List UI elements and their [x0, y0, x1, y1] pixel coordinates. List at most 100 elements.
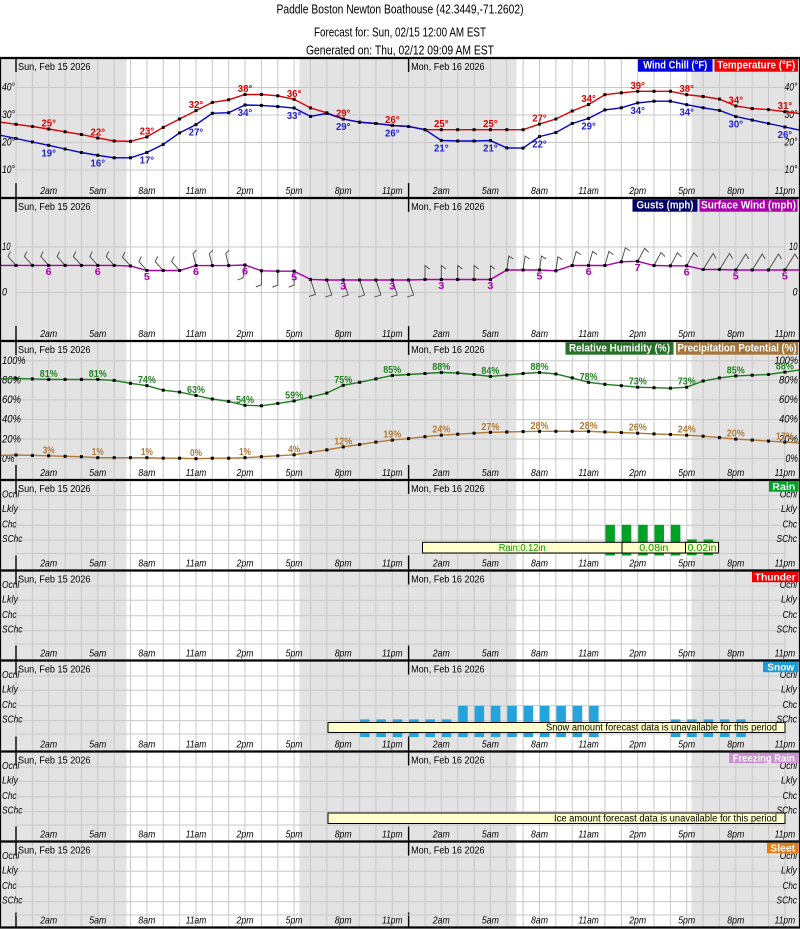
- svg-text:6: 6: [684, 266, 690, 278]
- svg-text:17%: 17%: [776, 431, 795, 443]
- svg-text:40%: 40%: [779, 414, 798, 426]
- svg-text:11am: 11am: [578, 558, 599, 570]
- svg-text:100%: 100%: [2, 355, 26, 367]
- svg-text:2pm: 2pm: [628, 185, 646, 197]
- svg-text:80%: 80%: [779, 375, 798, 387]
- svg-text:SChc: SChc: [2, 806, 23, 817]
- svg-text:21°: 21°: [434, 142, 449, 154]
- svg-text:Thunder: Thunder: [755, 573, 796, 584]
- svg-text:0: 0: [2, 287, 8, 299]
- svg-text:5pm: 5pm: [286, 648, 303, 660]
- svg-text:Rain:0.12in: Rain:0.12in: [499, 543, 546, 554]
- svg-text:SChc: SChc: [777, 534, 798, 545]
- svg-text:26°: 26°: [385, 114, 400, 126]
- svg-text:88%: 88%: [776, 361, 795, 373]
- svg-text:2am: 2am: [39, 328, 57, 340]
- svg-text:5am: 5am: [89, 328, 106, 340]
- svg-text:8pm: 8pm: [727, 739, 744, 751]
- svg-text:Ocnl: Ocnl: [780, 490, 798, 501]
- svg-text:11pm: 11pm: [775, 829, 796, 841]
- svg-text:8am: 8am: [531, 829, 548, 841]
- svg-text:19%: 19%: [383, 429, 402, 441]
- svg-text:25°: 25°: [483, 118, 498, 130]
- svg-text:Lkly: Lkly: [2, 684, 19, 695]
- svg-text:8am: 8am: [138, 915, 155, 927]
- svg-text:1%: 1%: [92, 446, 105, 458]
- svg-text:32°: 32°: [189, 99, 204, 111]
- svg-text:Sun, Feb 15 2026: Sun, Feb 15 2026: [18, 345, 91, 356]
- svg-text:8pm: 8pm: [335, 829, 352, 841]
- svg-text:31°: 31°: [778, 100, 793, 112]
- svg-text:8am: 8am: [531, 739, 548, 751]
- svg-text:1%: 1%: [239, 446, 252, 458]
- svg-text:11pm: 11pm: [382, 829, 403, 841]
- svg-text:Sun, Feb 15 2026: Sun, Feb 15 2026: [18, 756, 91, 767]
- svg-text:11am: 11am: [186, 648, 207, 660]
- svg-text:88%: 88%: [432, 361, 451, 373]
- svg-text:23°: 23°: [140, 125, 155, 137]
- svg-text:Mon, Feb 16 2026: Mon, Feb 16 2026: [411, 846, 485, 857]
- svg-text:2pm: 2pm: [236, 915, 254, 927]
- svg-text:Wind Chill (°F): Wind Chill (°F): [643, 60, 707, 72]
- svg-text:2am: 2am: [39, 829, 57, 841]
- svg-text:11pm: 11pm: [775, 739, 796, 751]
- svg-text:Lkly: Lkly: [2, 775, 19, 786]
- svg-text:25°: 25°: [434, 118, 449, 130]
- svg-text:5: 5: [782, 271, 788, 283]
- svg-text:Lkly: Lkly: [2, 504, 19, 515]
- svg-text:8am: 8am: [138, 558, 155, 570]
- svg-text:10: 10: [2, 241, 11, 253]
- svg-text:27%: 27%: [481, 421, 500, 433]
- svg-text:Chc: Chc: [783, 881, 798, 892]
- svg-text:5am: 5am: [482, 739, 499, 751]
- svg-text:Lkly: Lkly: [781, 865, 798, 876]
- svg-text:5am: 5am: [482, 328, 499, 340]
- svg-text:24%: 24%: [432, 424, 451, 436]
- svg-text:40°: 40°: [2, 82, 15, 94]
- svg-text:2am: 2am: [39, 467, 57, 479]
- svg-text:8am: 8am: [531, 915, 548, 927]
- svg-text:20°: 20°: [784, 137, 798, 149]
- svg-text:2am: 2am: [432, 558, 450, 570]
- svg-text:Chc: Chc: [2, 700, 17, 711]
- svg-text:11pm: 11pm: [382, 648, 403, 660]
- svg-text:26°: 26°: [385, 127, 400, 139]
- svg-text:Ocnl: Ocnl: [780, 851, 798, 862]
- svg-text:Lkly: Lkly: [781, 504, 798, 515]
- svg-text:2pm: 2pm: [628, 829, 646, 841]
- svg-text:Chc: Chc: [2, 610, 17, 621]
- svg-text:11am: 11am: [578, 739, 599, 751]
- svg-text:SChc: SChc: [777, 715, 798, 726]
- svg-text:16°: 16°: [91, 157, 106, 169]
- svg-text:33°: 33°: [287, 110, 302, 122]
- svg-text:Sleet: Sleet: [770, 844, 796, 855]
- svg-text:Forecast for: Sun, 02/15 12:00: Forecast for: Sun, 02/15 12:00 AM EST: [314, 26, 486, 40]
- svg-text:11pm: 11pm: [382, 467, 403, 479]
- svg-text:24%: 24%: [678, 424, 697, 436]
- svg-text:SChc: SChc: [2, 625, 23, 636]
- svg-text:5pm: 5pm: [678, 829, 695, 841]
- svg-text:3%: 3%: [43, 444, 56, 456]
- svg-text:2am: 2am: [432, 829, 450, 841]
- svg-text:5am: 5am: [89, 915, 106, 927]
- svg-text:11am: 11am: [186, 328, 207, 340]
- svg-text:5am: 5am: [482, 467, 499, 479]
- svg-text:8pm: 8pm: [727, 328, 744, 340]
- svg-text:29°: 29°: [581, 120, 596, 132]
- svg-text:2pm: 2pm: [236, 829, 254, 841]
- svg-text:0%: 0%: [190, 447, 203, 459]
- svg-text:28%: 28%: [531, 420, 550, 432]
- svg-text:Rain: Rain: [772, 482, 795, 493]
- svg-text:11pm: 11pm: [775, 648, 796, 660]
- svg-text:5am: 5am: [89, 558, 106, 570]
- svg-text:38°: 38°: [679, 83, 694, 95]
- svg-text:7: 7: [635, 262, 641, 274]
- svg-text:Freezing Rain: Freezing Rain: [733, 754, 795, 765]
- svg-text:2pm: 2pm: [628, 739, 646, 751]
- svg-text:2am: 2am: [432, 328, 450, 340]
- svg-text:Lkly: Lkly: [2, 594, 19, 605]
- svg-text:Lkly: Lkly: [781, 775, 798, 786]
- svg-text:5pm: 5pm: [678, 328, 695, 340]
- svg-text:Ocnl: Ocnl: [2, 851, 20, 862]
- svg-text:Chc: Chc: [783, 791, 798, 802]
